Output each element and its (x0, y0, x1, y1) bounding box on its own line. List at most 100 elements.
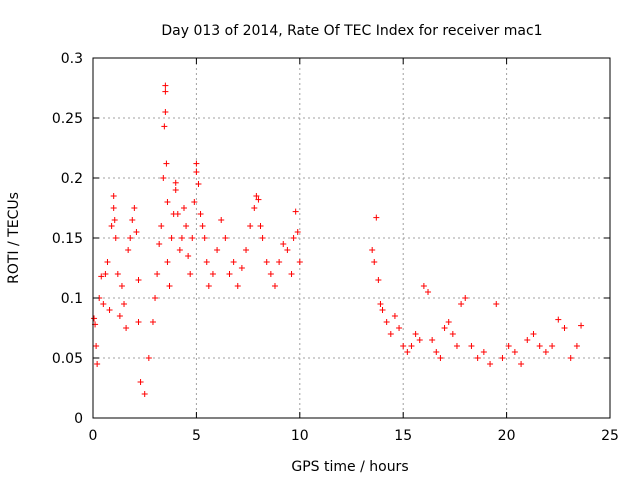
data-point (429, 337, 436, 343)
data-point (549, 343, 556, 349)
data-point (474, 355, 481, 361)
data-point (197, 211, 204, 217)
data-point (369, 247, 376, 253)
data-point (214, 247, 221, 253)
data-point (106, 307, 113, 313)
data-point (111, 217, 118, 223)
data-point (93, 343, 100, 349)
data-point (280, 241, 287, 247)
y-tick-label: 0.3 (61, 51, 83, 67)
data-point (116, 313, 123, 319)
data-point (243, 247, 250, 253)
data-point (195, 181, 202, 187)
data-point (458, 301, 465, 307)
data-point (110, 193, 117, 199)
data-point (112, 235, 119, 241)
data-point (276, 259, 283, 265)
data-point (135, 277, 142, 283)
axis-ticks: 0 5 10 15 20 25 0 0.05 0.1 0.15 0.2 0.25 0.3 (52, 51, 619, 444)
data-point (201, 235, 208, 241)
data-point (135, 319, 142, 325)
x-tick-label: 15 (394, 428, 412, 444)
data-point (108, 223, 115, 229)
data-point (290, 235, 297, 241)
data-point (238, 265, 245, 271)
x-tick-label: 5 (192, 428, 201, 444)
data-point (110, 205, 117, 211)
data-point (187, 271, 194, 277)
data-point (255, 196, 262, 203)
data-point (152, 295, 159, 301)
data-point (518, 361, 525, 367)
data-point (226, 271, 233, 277)
data-point (218, 217, 225, 223)
data-point (487, 361, 494, 367)
data-point (294, 229, 301, 235)
data-point (193, 160, 200, 167)
data-point (199, 223, 206, 229)
data-point (296, 259, 303, 265)
data-point (203, 259, 210, 265)
data-point (149, 319, 156, 325)
data-point (404, 349, 411, 355)
data-point (391, 313, 398, 319)
data-point (168, 235, 175, 241)
y-tick-label: 0 (74, 411, 83, 427)
data-point (433, 349, 440, 355)
data-point (542, 349, 549, 355)
data-point (176, 247, 183, 253)
data-point (247, 223, 254, 229)
data-points (91, 82, 585, 397)
data-point (131, 205, 138, 211)
data-point (251, 205, 258, 211)
data-point (193, 169, 200, 175)
data-point (100, 301, 107, 307)
data-point (166, 283, 173, 289)
data-point (123, 325, 130, 331)
data-point (536, 343, 543, 349)
data-point (375, 277, 382, 283)
data-point (449, 331, 456, 337)
data-point (230, 259, 237, 265)
data-point (499, 355, 506, 361)
data-point (91, 315, 98, 322)
y-axis-label: ROTI / TECUs (6, 192, 22, 284)
data-point (174, 211, 181, 217)
data-point (98, 273, 105, 280)
data-point (162, 109, 169, 115)
data-point (154, 271, 161, 277)
data-point (468, 343, 475, 349)
data-point (222, 235, 229, 241)
data-point (437, 355, 444, 361)
data-point (164, 259, 171, 265)
data-point (180, 205, 187, 211)
x-tick-label: 20 (498, 428, 516, 444)
data-point (267, 271, 274, 277)
data-point (383, 319, 390, 325)
data-point (292, 208, 299, 215)
data-point (284, 247, 291, 253)
data-point (253, 193, 260, 199)
data-point (114, 271, 121, 277)
data-point (578, 322, 585, 329)
data-point (263, 259, 270, 265)
data-point (164, 199, 171, 205)
data-point (158, 223, 165, 229)
x-tick-label: 25 (601, 428, 619, 444)
data-point (567, 355, 574, 361)
data-point (160, 175, 167, 181)
data-point (141, 391, 148, 397)
data-point (377, 301, 384, 307)
data-point (104, 259, 111, 265)
x-tick-label: 10 (291, 428, 309, 444)
data-point (408, 343, 415, 349)
data-point (133, 229, 140, 235)
y-tick-label: 0.15 (52, 231, 83, 247)
data-point (94, 361, 101, 367)
data-point (172, 187, 179, 193)
chart-title: Day 013 of 2014, Rate Of TEC Index for r… (161, 23, 542, 39)
data-point (480, 349, 487, 355)
data-point (172, 179, 179, 186)
